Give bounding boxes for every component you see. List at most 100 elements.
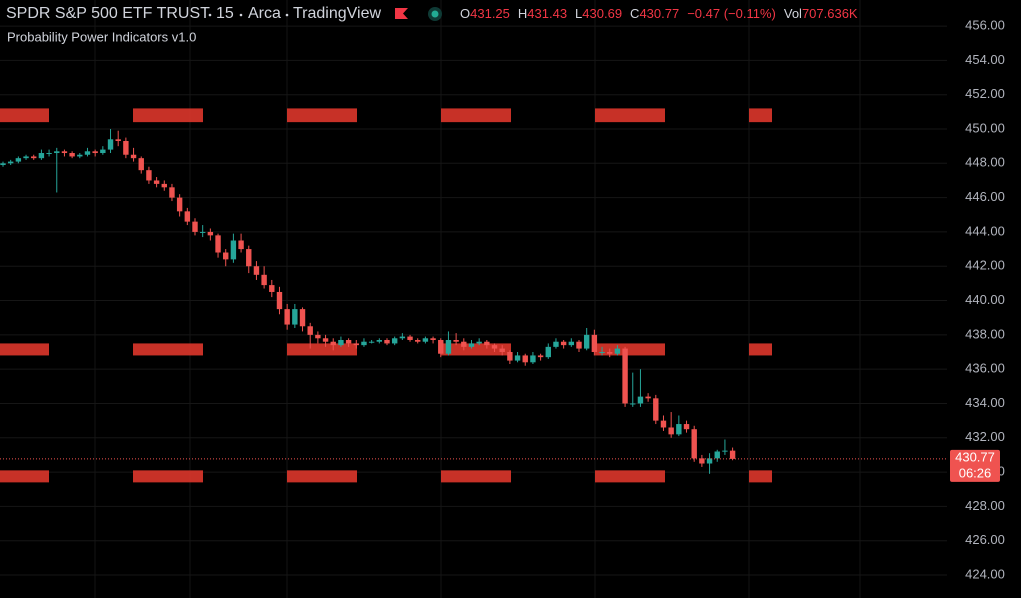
candle-body [123, 141, 129, 155]
candle-body [215, 235, 221, 253]
candle-body [368, 341, 375, 343]
y-tick-label: 424.00 [965, 566, 1005, 581]
ohlc-label: L [575, 6, 582, 21]
candle-body [391, 338, 398, 344]
candle-body [299, 309, 306, 327]
countdown: 06:26 [959, 465, 992, 480]
exchange: Arca [248, 5, 281, 22]
candle-body [430, 338, 436, 340]
y-tick-label: 444.00 [965, 223, 1005, 238]
ohlc-value: 431.25 [470, 6, 510, 21]
candle-body [514, 355, 521, 361]
probability-box [133, 108, 203, 123]
candle-body [345, 339, 352, 344]
y-tick-label: 440.00 [965, 292, 1005, 307]
candle-body [630, 403, 636, 405]
candle-body [169, 187, 175, 198]
ohlc-label: C [630, 6, 639, 21]
change: −0.47 (−0.11%) [687, 6, 776, 21]
candle-body [668, 427, 674, 435]
y-tick-label: 428.00 [965, 498, 1005, 513]
candle-body [69, 153, 75, 157]
candle-body [422, 338, 429, 342]
candle-body [599, 352, 605, 354]
candle-body [706, 458, 713, 464]
y-tick-label: 432.00 [965, 429, 1005, 444]
candle-body [307, 326, 313, 335]
symbol: SPDR S&P 500 ETF TRUST [6, 5, 210, 22]
candle-body [38, 153, 45, 159]
candle-body [77, 154, 83, 157]
ohlc-label: O [460, 6, 470, 21]
candle-body [384, 339, 390, 344]
candle-body [138, 158, 144, 171]
flag-icon[interactable] [395, 8, 408, 19]
candle-body [568, 341, 575, 346]
probability-box [441, 108, 511, 123]
candle-body [207, 231, 214, 236]
candle-body [507, 352, 513, 361]
candle-body [292, 309, 298, 325]
candle-body [0, 163, 6, 166]
probability-box [749, 343, 772, 356]
candle-body [246, 249, 252, 267]
price-tag [950, 449, 1000, 482]
y-tick-label: 452.00 [965, 86, 1005, 101]
candle-body [445, 339, 452, 354]
candle-body [261, 274, 267, 286]
candle-body [153, 180, 160, 184]
candle-body [461, 341, 467, 347]
y-tick-label: 456.00 [965, 18, 1005, 33]
candle-body [722, 450, 728, 452]
ohlc-value: 431.43 [527, 6, 567, 21]
status-dot [431, 10, 439, 18]
candle-body [699, 458, 705, 464]
ohlc-value: 430.77 [639, 6, 679, 21]
source: TradingView [293, 5, 381, 22]
candle-body [315, 334, 321, 339]
y-tick-label: 442.00 [965, 258, 1005, 273]
price-axis [947, 0, 1021, 598]
interval: 15 [216, 5, 234, 22]
candle-body [583, 334, 590, 349]
probability-box [133, 470, 203, 483]
candle-body [407, 336, 413, 340]
volume-label: Vol [784, 6, 802, 21]
time-grid [94, 0, 861, 598]
separator [285, 13, 289, 17]
candle-body [130, 154, 137, 159]
separator [208, 13, 212, 17]
candle-body [31, 156, 37, 159]
candle-body [499, 348, 505, 353]
candle-body [607, 352, 613, 354]
probability-box [595, 470, 665, 483]
candle-body [415, 339, 421, 342]
candle-body [683, 424, 690, 430]
candle-body [576, 341, 582, 349]
candle-body [438, 339, 444, 354]
candle-body [161, 183, 167, 188]
y-tick-label: 448.00 [965, 155, 1005, 170]
candle-body [61, 151, 68, 154]
candle-body [476, 341, 482, 344]
candle-body [522, 355, 528, 363]
candle-body [453, 339, 459, 342]
candle-body [23, 156, 29, 159]
y-tick-label: 450.00 [965, 120, 1005, 135]
y-tick-label: 426.00 [965, 532, 1005, 547]
candle-body [15, 158, 22, 162]
y-tick-label: 434.00 [965, 395, 1005, 410]
candle-body [146, 170, 152, 181]
candle-body [560, 341, 567, 346]
price-tag-value: 430.77 [955, 449, 995, 464]
candle-body [7, 161, 14, 164]
candle-body [284, 309, 290, 325]
candle-body [84, 151, 91, 155]
candle-body [468, 343, 475, 347]
candle-body [353, 343, 359, 346]
candle-body [276, 291, 283, 310]
volume-value: 707.636K [802, 6, 858, 21]
header: SPDR S&P 500 ETF TRUST 15 Arca TradingVi… [6, 5, 858, 44]
candle-body [322, 338, 329, 342]
